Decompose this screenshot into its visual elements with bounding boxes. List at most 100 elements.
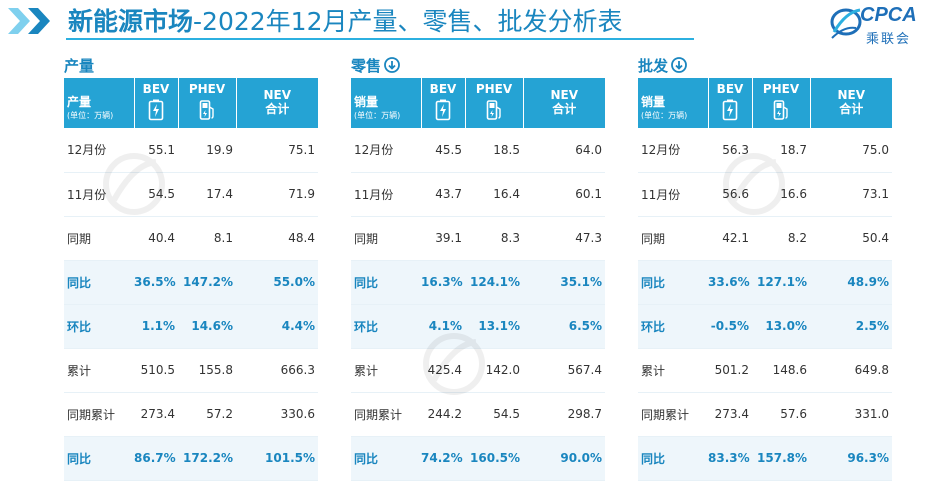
cell-phev: 54.5 <box>465 392 523 437</box>
section-title: 零售 <box>351 54 400 76</box>
row-label: 同比 <box>64 260 134 305</box>
cell-phev: 124.1% <box>465 260 523 305</box>
table-row: 同期 42.1 8.2 50.4 <box>638 216 892 261</box>
cell-bev: 425.4 <box>421 348 465 393</box>
cell-bev: 39.1 <box>421 216 465 261</box>
cell-nev: 75.0 <box>810 128 892 173</box>
globe-logo-icon <box>830 8 862 39</box>
header-label-cell: 产量 (单位：万辆) <box>64 78 135 128</box>
cell-bev: 74.2% <box>421 436 465 481</box>
phev-label: PHEV <box>762 82 800 96</box>
logo-text: CPCA <box>860 4 917 26</box>
cell-nev: 649.8 <box>810 348 892 393</box>
unit-label: (单位：万辆) <box>67 111 114 120</box>
header-nev: NEV 合计 <box>523 78 605 128</box>
row-label: 12月份 <box>351 128 421 173</box>
plug-fuel-icon <box>199 100 214 120</box>
row-label: 同比 <box>638 260 708 305</box>
arrow-down-circle-icon <box>671 57 687 73</box>
cell-bev: -0.5% <box>708 304 752 349</box>
header-label: 销量 <box>641 95 666 109</box>
row-label: 同期 <box>64 216 134 261</box>
cell-phev: 57.2 <box>178 392 236 437</box>
table-header-row: 销量 (单位：万辆) BEV PHEV <box>351 78 605 128</box>
battery-icon <box>722 99 738 121</box>
cell-phev: 18.7 <box>752 128 810 173</box>
chevron-right-icon <box>28 8 50 34</box>
data-table: 销量 (单位：万辆) BEV PHEV <box>638 78 892 481</box>
cell-phev: 14.6% <box>178 304 236 349</box>
row-label: 同期累计 <box>64 392 134 437</box>
table-row: 累计 425.4 142.0 567.4 <box>351 348 605 393</box>
header-label-cell: 销量 (单位：万辆) <box>638 78 709 128</box>
table-row-highlight: 同比 86.7% 172.2% 101.5% <box>64 436 318 481</box>
cell-bev: 273.4 <box>134 392 178 437</box>
cell-bev: 1.1% <box>134 304 178 349</box>
table-row: 11月份 54.5 17.4 71.9 <box>64 172 318 217</box>
phev-label: PHEV <box>475 82 513 96</box>
row-label: 12月份 <box>638 128 708 173</box>
row-label: 累计 <box>64 348 134 393</box>
cell-phev: 172.2% <box>178 436 236 481</box>
cell-nev: 4.4% <box>236 304 318 349</box>
cell-phev: 160.5% <box>465 436 523 481</box>
cell-nev: 96.3% <box>810 436 892 481</box>
unit-label: (单位：万辆) <box>354 111 401 120</box>
cell-bev: 273.4 <box>708 392 752 437</box>
table-row: 12月份 45.5 18.5 64.0 <box>351 128 605 173</box>
battery-icon <box>148 99 164 121</box>
plug-fuel-icon <box>773 100 788 120</box>
phev-label: PHEV <box>188 82 226 96</box>
cell-phev: 147.2% <box>178 260 236 305</box>
cell-phev: 57.6 <box>752 392 810 437</box>
cell-bev: 43.7 <box>421 172 465 217</box>
page-title: 新能源市场-2022年12月产量、零售、批发分析表 <box>68 4 622 40</box>
cell-phev: 148.6 <box>752 348 810 393</box>
bev-label: BEV <box>716 82 744 96</box>
header-bev: BEV <box>134 78 179 128</box>
row-label: 同比 <box>351 260 421 305</box>
table-row: 12月份 55.1 19.9 75.1 <box>64 128 318 173</box>
chevron-right-icon <box>8 8 30 34</box>
row-label: 同比 <box>64 436 134 481</box>
cell-bev: 501.2 <box>708 348 752 393</box>
section-title-text: 产量 <box>64 56 95 75</box>
table-row: 11月份 43.7 16.4 60.1 <box>351 172 605 217</box>
cell-nev: 2.5% <box>810 304 892 349</box>
section-title-text: 批发 <box>638 56 669 75</box>
table-header-row: 产量 (单位：万辆) BEV PHEV <box>64 78 318 128</box>
cell-nev: 330.6 <box>236 392 318 437</box>
cell-bev: 40.4 <box>134 216 178 261</box>
unit-label: (单位：万辆) <box>641 111 688 120</box>
row-label: 12月份 <box>64 128 134 173</box>
table-row: 累计 510.5 155.8 666.3 <box>64 348 318 393</box>
cell-nev: 60.1 <box>523 172 605 217</box>
table-row: 同期 39.1 8.3 47.3 <box>351 216 605 261</box>
row-label: 环比 <box>638 304 708 349</box>
header-bev: BEV <box>708 78 753 128</box>
cell-nev: 48.9% <box>810 260 892 305</box>
cell-nev: 331.0 <box>810 392 892 437</box>
data-table: 产量 (单位：万辆) BEV PHEV <box>64 78 318 481</box>
bev-label: BEV <box>142 82 170 96</box>
arrow-down-circle-icon <box>384 57 400 73</box>
row-label: 环比 <box>64 304 134 349</box>
cell-bev: 33.6% <box>708 260 752 305</box>
header-bev: BEV <box>421 78 466 128</box>
cell-phev: 142.0 <box>465 348 523 393</box>
header-label: 产量 <box>67 95 92 109</box>
cell-nev: 48.4 <box>236 216 318 261</box>
header-phev: PHEV <box>178 78 237 128</box>
table-row: 11月份 56.6 16.6 73.1 <box>638 172 892 217</box>
cell-phev: 17.4 <box>178 172 236 217</box>
row-label: 累计 <box>638 348 708 393</box>
table-row: 同期累计 273.4 57.6 331.0 <box>638 392 892 437</box>
cell-phev: 16.6 <box>752 172 810 217</box>
cell-phev: 155.8 <box>178 348 236 393</box>
cell-bev: 16.3% <box>421 260 465 305</box>
cell-bev: 510.5 <box>134 348 178 393</box>
nev-total-label: 合计 <box>265 102 290 116</box>
row-label: 11月份 <box>64 172 134 217</box>
header-nev: NEV 合计 <box>810 78 892 128</box>
row-label: 累计 <box>351 348 421 393</box>
